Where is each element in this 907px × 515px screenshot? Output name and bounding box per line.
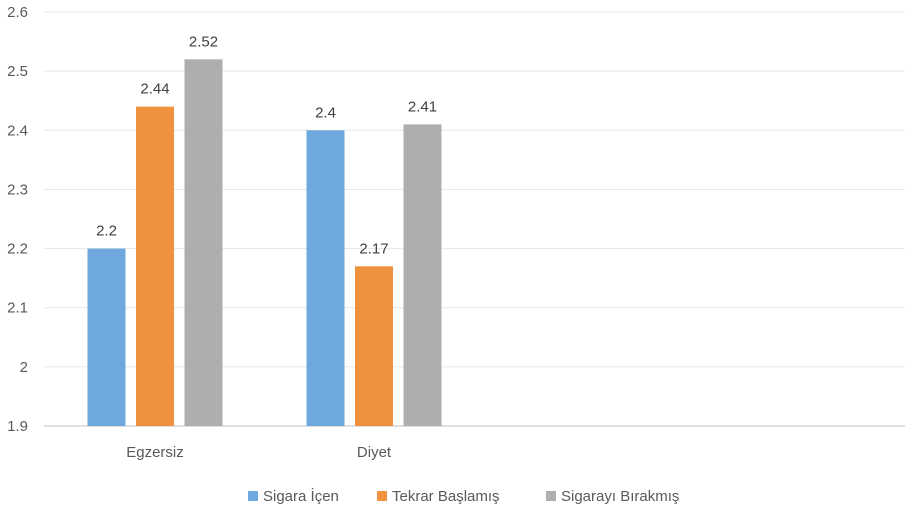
y-axis: 1.9 2 2.1 2.2 2.3 2.4 2.5 2.6 [7, 4, 28, 435]
legend-swatch [377, 491, 387, 501]
data-labels: 2.2 2.4 2.44 2.17 2.52 2.41 [96, 33, 437, 257]
legend: Sigara İçen Tekrar Başlamış Sigarayı Bırak… [248, 487, 679, 505]
legend-swatch [546, 491, 556, 501]
x-tick-label: Diyet [357, 444, 392, 461]
data-label: 2.17 [359, 240, 388, 257]
bar [306, 130, 345, 427]
y-tick-label: 1.9 [7, 418, 28, 435]
y-tick-label: 2.6 [7, 4, 28, 21]
data-label: 2.4 [315, 104, 336, 121]
data-label: 2.41 [408, 98, 437, 115]
bars [87, 59, 442, 427]
bar [403, 124, 442, 426]
y-tick-label: 2.4 [7, 122, 28, 139]
legend-swatch [248, 491, 258, 501]
y-tick-label: 2 [20, 359, 28, 376]
legend-label: Sigarayı Bırakmış [561, 488, 679, 505]
data-label: 2.2 [96, 223, 117, 240]
x-axis: Egzersiz Diyet [126, 444, 392, 461]
y-tick-label: 2.2 [7, 241, 28, 258]
y-tick-label: 2.3 [7, 181, 28, 198]
data-label: 2.44 [140, 81, 169, 98]
legend-label: Sigara İçen [263, 487, 339, 505]
legend-label: Tekrar Başlamış [392, 488, 500, 505]
bar [355, 266, 393, 426]
bar [87, 248, 126, 426]
x-tick-label: Egzersiz [126, 444, 184, 461]
bar [136, 106, 174, 426]
y-tick-label: 2.5 [7, 63, 28, 80]
bar [184, 59, 223, 427]
y-tick-label: 2.1 [7, 300, 28, 317]
data-label: 2.52 [189, 33, 218, 50]
